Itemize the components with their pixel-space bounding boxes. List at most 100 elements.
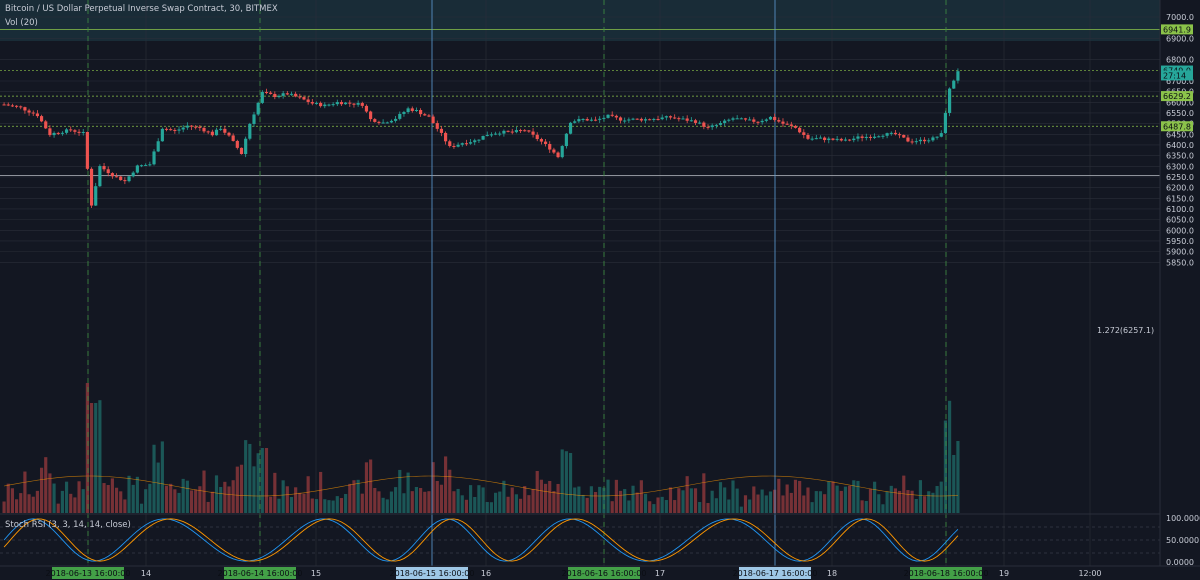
candle-body [323, 104, 327, 107]
volume-bar [64, 481, 69, 513]
volume-bar [144, 489, 148, 513]
volume-bar [614, 479, 618, 513]
candle-body [810, 138, 814, 140]
candle-body [264, 92, 269, 94]
candle-body [735, 118, 739, 120]
stoch-level-label: 0.0000 [1166, 558, 1194, 567]
volume-bar [843, 486, 848, 513]
time-axis[interactable]: 2018-06-13 16:00:00 14 2018-06-14 16:00:00… [46, 567, 1102, 579]
candle-body [923, 139, 927, 142]
candle-body [760, 120, 764, 123]
candle-body [289, 93, 294, 95]
volume-bar [402, 493, 406, 513]
y-tick-label: 6700.0 [1166, 77, 1194, 86]
volume-bar [152, 444, 156, 513]
volume-bar [439, 484, 444, 513]
price-label-box [1161, 91, 1193, 102]
candle-body [510, 131, 514, 133]
time-label: 15 [311, 569, 321, 578]
candle-body [102, 166, 106, 170]
candle-body [614, 115, 618, 118]
candle-body [873, 136, 877, 138]
candle-body [310, 101, 314, 104]
volume-bar [514, 494, 518, 513]
volume-bar [114, 487, 119, 513]
candle-body [202, 127, 206, 132]
volume-bar [527, 495, 531, 513]
candle-body [10, 105, 14, 107]
candle-body [802, 132, 806, 135]
candle-body [352, 103, 356, 105]
volume-bar [639, 480, 643, 513]
volume-bar [39, 467, 44, 513]
volume-bar [31, 496, 35, 513]
volume-label: Vol (20) [5, 18, 38, 28]
volume-bar [127, 475, 131, 513]
candle-body [156, 141, 160, 152]
time-label-box [910, 567, 982, 579]
volume-bar [131, 484, 135, 513]
y-tick-label: 6550.0 [1166, 109, 1194, 118]
candle-body [344, 102, 348, 105]
candle-body [698, 122, 702, 124]
volume-bar [164, 485, 169, 513]
candle-body [244, 138, 248, 155]
candle-body [44, 121, 48, 129]
volume-bar [156, 462, 160, 513]
volume-bar [385, 499, 389, 513]
volume-bar [177, 492, 181, 513]
candle-body [798, 127, 802, 133]
candle-body [335, 102, 339, 105]
y-tick-label: 6100.0 [1166, 205, 1194, 214]
volume-bar [110, 478, 114, 513]
candle-body [952, 80, 956, 89]
candle-body [748, 119, 752, 121]
volume-bar [335, 496, 339, 513]
candle-body [277, 95, 281, 98]
volume-bar [331, 500, 335, 513]
volume-bar [531, 488, 535, 513]
time-label: 17 [655, 569, 665, 578]
volume-bar [277, 498, 281, 513]
candle-body [902, 134, 906, 138]
y-tick-label: 6000.0 [1166, 226, 1194, 235]
volume-bar [89, 403, 94, 513]
candle-body [331, 104, 335, 106]
candle-body [506, 130, 510, 132]
time-label-box [224, 567, 296, 579]
volume-bar [185, 480, 189, 513]
candle-body [439, 128, 444, 133]
candle-body [831, 138, 835, 140]
candle-body [181, 127, 185, 130]
volume-bar [693, 488, 698, 513]
candle-body [702, 122, 706, 127]
volume-bar [85, 383, 89, 513]
time-label: 18 [827, 569, 837, 578]
volume-bar [493, 492, 498, 513]
candle-body [835, 138, 839, 140]
volume-bar [306, 476, 310, 513]
candle-body [639, 118, 643, 121]
price-label-box [1161, 121, 1193, 132]
candle-body [135, 165, 139, 173]
candle-body [573, 121, 577, 123]
candle-body [498, 133, 502, 135]
volume-bar [802, 495, 806, 513]
volume-bar [35, 490, 39, 513]
candle-body [731, 118, 735, 120]
candle-body [789, 124, 793, 126]
time-label: 2018-06-14 16:00:00 [218, 569, 303, 578]
volume-bar [835, 485, 839, 513]
price-label-text: 27:14 [1163, 71, 1186, 80]
y-tick-label: 5900.0 [1166, 248, 1194, 257]
candle-body [710, 125, 714, 128]
stoch-level-label: 100.0000 [1166, 514, 1200, 523]
candle-body [164, 128, 169, 130]
volume-bar [319, 471, 323, 513]
candle-body [668, 116, 673, 118]
candle-body [781, 121, 785, 124]
volume-bar [698, 502, 702, 513]
candle-body [285, 93, 289, 95]
candle-body [610, 114, 614, 116]
